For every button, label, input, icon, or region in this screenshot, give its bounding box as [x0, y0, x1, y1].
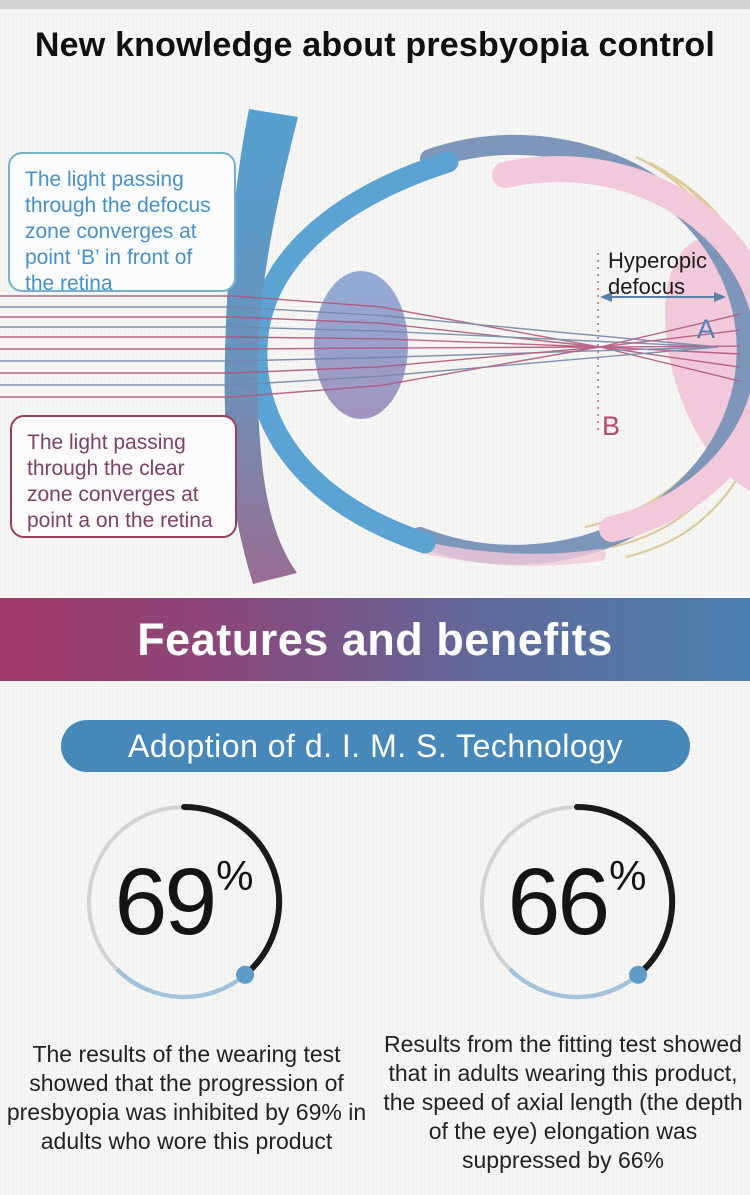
percent-sign: % — [609, 852, 647, 899]
callout-clear-zone: The light passing through the clear zone… — [10, 415, 237, 538]
stat-ring-fitting-test: 66 % — [477, 802, 677, 1002]
progress-dot — [236, 965, 255, 984]
retina-band-lower — [424, 543, 606, 566]
features-banner: Features and benefits — [0, 598, 750, 681]
top-border-strip — [0, 0, 750, 9]
focal-point-a-label: A — [697, 314, 716, 344]
percent-sign: % — [216, 852, 254, 899]
progress-dot — [629, 965, 648, 984]
dims-lens-blade — [224, 109, 298, 584]
sclera-band — [410, 134, 750, 565]
defocus-range-arrow — [600, 292, 726, 302]
retina-band — [492, 156, 750, 542]
technology-pill: Adoption of d. I. M. S. Technology — [61, 720, 690, 772]
crystalline-lens — [314, 271, 408, 419]
stat-ring-wearing-test: 69 % — [84, 802, 284, 1002]
focal-point-b-label: B — [602, 411, 621, 441]
stat-number-66: 66 % — [477, 802, 677, 1002]
features-banner-title: Features and benefits — [137, 613, 613, 665]
stat-description-fitting-test: Results from the fitting test showed tha… — [383, 1031, 743, 1173]
progress-ring-66 — [480, 804, 676, 1000]
callout-defocus-zone: The light passing through the defocus zo… — [8, 152, 236, 295]
stat-value: 69 — [114, 848, 217, 955]
page-title: New knowledge about presbyopia control — [34, 26, 716, 64]
eye-cross-section-diagram — [0, 109, 750, 584]
stat-number-69: 69 % — [84, 802, 284, 1002]
hyperopic-defocus-label: Hyperopic defocus — [608, 248, 708, 300]
technology-pill-label: Adoption of d. I. M. S. Technology — [128, 727, 623, 764]
light-rays — [0, 295, 741, 398]
progress-ring-69 — [87, 804, 283, 1000]
stat-description-wearing-test: The results of the wearing test showed t… — [6, 1041, 367, 1154]
stat-value: 66 — [507, 848, 610, 955]
